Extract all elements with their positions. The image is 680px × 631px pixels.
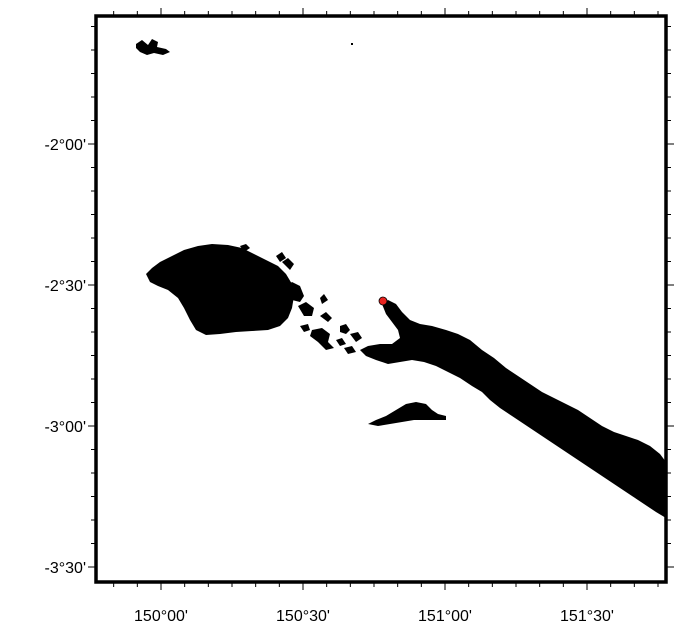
landmasses (136, 39, 666, 518)
lat-label-3-00: -3°00' (45, 419, 86, 436)
island-large-west (146, 244, 294, 335)
lon-label-151-30: 151°30' (560, 608, 614, 625)
tick-marks (88, 8, 674, 590)
lon-label-150-00: 150°00' (134, 608, 188, 625)
islands-chain (240, 244, 362, 354)
map-frame (94, 14, 668, 584)
lat-label-2-30: -2°30' (45, 278, 86, 295)
lon-label-151-00: 151°00' (418, 608, 472, 625)
islet-top (351, 43, 353, 45)
island-northwest (136, 39, 170, 55)
lat-label-2-00: -2°00' (45, 137, 86, 154)
island-south (368, 402, 446, 426)
lat-label-3-30: -3°30' (45, 560, 86, 577)
location-marker (378, 296, 388, 306)
island-long-east (360, 300, 666, 518)
lon-label-150-30: 150°30' (276, 608, 330, 625)
